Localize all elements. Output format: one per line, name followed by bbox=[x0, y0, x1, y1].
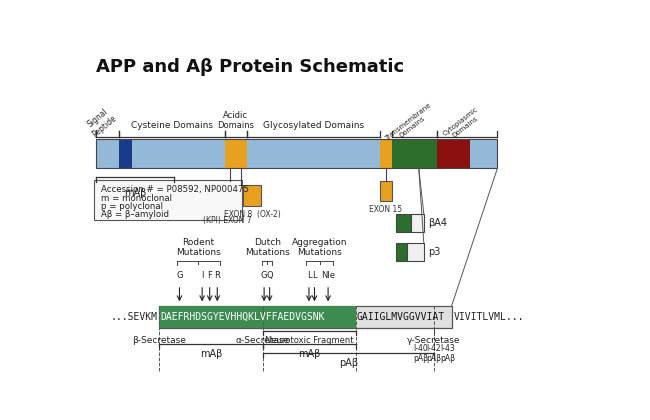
Bar bbox=[437, 139, 470, 168]
Text: γ-Secretase: γ-Secretase bbox=[407, 336, 461, 345]
Text: α-Secretase: α-Secretase bbox=[235, 336, 290, 345]
Text: Glycosylated Domains: Glycosylated Domains bbox=[263, 121, 364, 130]
Text: APP and Aβ Protein Schematic: APP and Aβ Protein Schematic bbox=[96, 58, 404, 76]
Text: R: R bbox=[214, 271, 220, 280]
Bar bbox=[380, 181, 391, 201]
Bar bbox=[396, 243, 407, 260]
Text: p3: p3 bbox=[428, 247, 440, 257]
Bar bbox=[391, 139, 437, 168]
Text: Transmembrane
Domains: Transmembrane Domains bbox=[384, 102, 437, 147]
Bar bbox=[380, 139, 391, 168]
Bar bbox=[214, 181, 241, 212]
Bar bbox=[396, 214, 411, 231]
Bar bbox=[159, 306, 356, 328]
Text: m = monoclonal: m = monoclonal bbox=[101, 194, 172, 203]
Text: EXON 15: EXON 15 bbox=[369, 205, 402, 214]
Text: ...SEVKM: ...SEVKM bbox=[111, 312, 157, 322]
Text: Signal
Peptide: Signal Peptide bbox=[84, 105, 118, 139]
Text: L: L bbox=[312, 271, 317, 280]
Text: Cysteine Domains: Cysteine Domains bbox=[131, 121, 213, 130]
Bar bbox=[244, 185, 261, 206]
Bar bbox=[470, 139, 497, 168]
Text: βA4: βA4 bbox=[428, 218, 447, 228]
Text: I: I bbox=[201, 271, 203, 280]
Bar bbox=[247, 139, 380, 168]
Text: EXON 8  (OX-2): EXON 8 (OX-2) bbox=[224, 210, 281, 218]
Text: Aβ = β–amyloid: Aβ = β–amyloid bbox=[101, 210, 170, 220]
Text: Cytoplasmic
Domains: Cytoplasmic Domains bbox=[442, 106, 484, 143]
Text: GAIIGLMVGGVVIAT: GAIIGLMVGGVVIAT bbox=[357, 312, 445, 322]
Bar bbox=[159, 306, 452, 328]
Text: Aggregation
Mutations: Aggregation Mutations bbox=[292, 238, 348, 257]
Text: VIVITLVML...: VIVITLVML... bbox=[454, 312, 525, 322]
Text: mAβ: mAβ bbox=[200, 349, 222, 359]
FancyBboxPatch shape bbox=[94, 180, 242, 220]
Text: L: L bbox=[307, 271, 311, 280]
Text: Accession # = P08592, NP000475: Accession # = P08592, NP000475 bbox=[101, 185, 250, 194]
Bar bbox=[119, 139, 131, 168]
Text: β-Secretase: β-Secretase bbox=[133, 336, 187, 345]
Text: I-43
pAβ: I-43 pAβ bbox=[441, 344, 456, 363]
Bar bbox=[225, 139, 236, 168]
Text: G: G bbox=[176, 271, 183, 280]
Text: F: F bbox=[207, 271, 212, 280]
Bar bbox=[411, 214, 424, 231]
Text: DAEFRHDSGYEVHHQKLVFFAEDVGSNK: DAEFRHDSGYEVHHQKLVFFAEDVGSNK bbox=[161, 312, 326, 322]
Text: Dutch
Mutations: Dutch Mutations bbox=[245, 238, 289, 257]
Text: p = polyclonal: p = polyclonal bbox=[101, 202, 163, 211]
Text: pAβ: pAβ bbox=[339, 358, 358, 368]
Text: mAβ: mAβ bbox=[298, 349, 320, 359]
Bar bbox=[131, 139, 225, 168]
Bar bbox=[236, 139, 247, 168]
Text: Neurotoxic Fragment: Neurotoxic Fragment bbox=[265, 336, 354, 345]
Text: G: G bbox=[261, 271, 267, 280]
Text: Nle: Nle bbox=[321, 271, 335, 280]
Bar bbox=[96, 139, 119, 168]
Text: Acidic
Domains: Acidic Domains bbox=[217, 111, 254, 130]
Text: I-42
pAβ: I-42 pAβ bbox=[426, 344, 441, 363]
Bar bbox=[96, 139, 497, 168]
Text: I-40
pAβ: I-40 pAβ bbox=[413, 344, 428, 363]
Text: Rodent
Mutations: Rodent Mutations bbox=[176, 238, 221, 257]
Bar bbox=[407, 243, 424, 260]
Text: Q: Q bbox=[266, 271, 273, 280]
Text: mAβ: mAβ bbox=[124, 188, 146, 198]
Text: (KPI) EXON 7: (KPI) EXON 7 bbox=[203, 216, 252, 225]
